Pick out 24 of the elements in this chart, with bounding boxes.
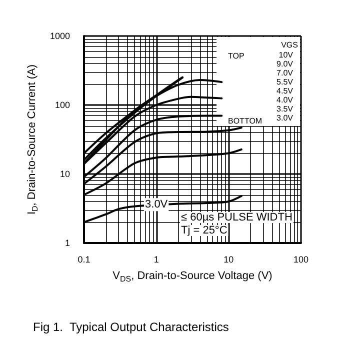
text: 3.5V	[276, 104, 294, 114]
text: 4.5V	[276, 86, 294, 96]
y-tick-label: 10	[60, 169, 70, 179]
x-tick-label: 100	[293, 254, 309, 264]
text: 5.5V	[276, 78, 294, 86]
y-tick-label: 1	[64, 238, 70, 248]
y-tick-label: 1000	[50, 31, 70, 41]
text: 4.0V	[276, 96, 294, 104]
text: 7.0V	[276, 68, 294, 78]
annotation: ≤ 60µs PULSE WIDTH	[181, 212, 292, 224]
annotation: TOP	[228, 52, 244, 60]
annotation: BOTTOM	[228, 116, 262, 126]
text: 3.0V	[276, 114, 294, 122]
text: Fig 1. Typical Output Characteristics	[33, 320, 229, 334]
text: 9.0V	[276, 60, 294, 68]
legend-title: VGS	[281, 40, 298, 50]
x-tick-label: 0.1	[78, 254, 90, 264]
x-tick-label: 10	[224, 254, 234, 264]
annotation: 3.0V	[145, 198, 168, 211]
text: 10V	[278, 50, 294, 60]
y-axis-title: ID, Drain-to-Source Current (A)	[26, 64, 40, 215]
x-tick-label: 1	[154, 254, 159, 264]
annotation: Tj = 25°C	[181, 224, 228, 236]
y-tick-label: 100	[54, 100, 70, 110]
